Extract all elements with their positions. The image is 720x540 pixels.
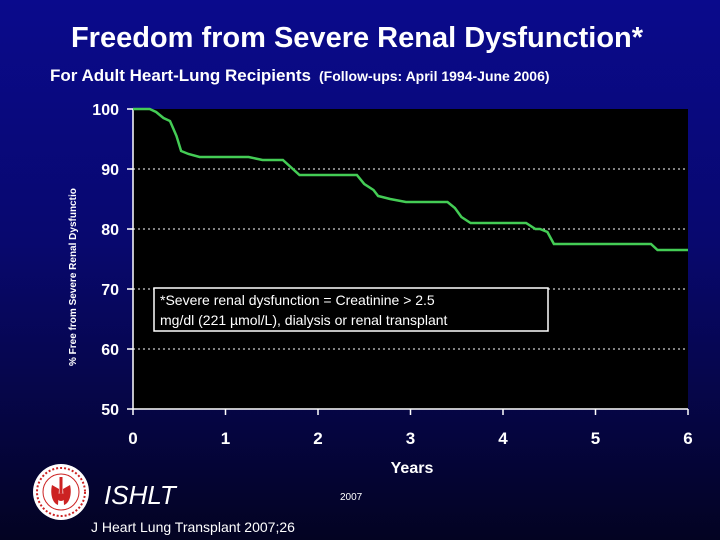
- x-tick-label: 0: [128, 429, 137, 448]
- y-tick-label: 90: [101, 162, 119, 179]
- annotation-box: *Severe renal dysfunction = Creatinine >…: [153, 287, 549, 332]
- x-tick-label: 6: [683, 429, 692, 448]
- page-title: Freedom from Severe Renal Dysfunction*: [70, 22, 644, 54]
- y-tick-label: 80: [101, 222, 119, 239]
- x-tick-label: 1: [221, 429, 230, 448]
- plot-area: [133, 109, 688, 409]
- annotation-line-2: mg/dl (221 µmol/L), dialysis or renal tr…: [160, 312, 448, 328]
- chart-subtitle: For Adult Heart-Lung Recipients (Follow-u…: [50, 66, 550, 86]
- ishlt-label: ISHLT: [104, 480, 176, 510]
- x-axis-label: Years: [391, 460, 434, 477]
- x-tick-label: 3: [406, 429, 415, 448]
- subtitle-note: (Follow-ups: April 1994-June 2006): [319, 68, 550, 84]
- y-tick-label: 100: [92, 102, 119, 119]
- series-line: [133, 107, 688, 252]
- y-axis-label: % Free from Severe Renal Dysfunctio: [68, 188, 79, 366]
- x-tick-label: 2: [313, 429, 322, 448]
- y-tick-label: 50: [101, 402, 119, 419]
- footer-year: 2007: [340, 492, 363, 503]
- journal-citation: J Heart Lung Transplant 2007;26: [91, 519, 295, 535]
- x-tick-label: 5: [591, 429, 600, 448]
- y-tick-labels: 50 60 70 80 90 100: [92, 102, 133, 419]
- y-tick-label: 70: [101, 282, 119, 299]
- annotation-line-1: *Severe renal dysfunction = Creatinine >…: [160, 292, 435, 308]
- subtitle-main: For Adult Heart-Lung Recipients: [50, 66, 311, 85]
- ishlt-logo: [33, 464, 89, 520]
- x-tick-label: 4: [498, 429, 508, 448]
- x-tick-labels: 0 1 2 3 4 5 6: [128, 409, 693, 448]
- y-tick-label: 60: [101, 342, 119, 359]
